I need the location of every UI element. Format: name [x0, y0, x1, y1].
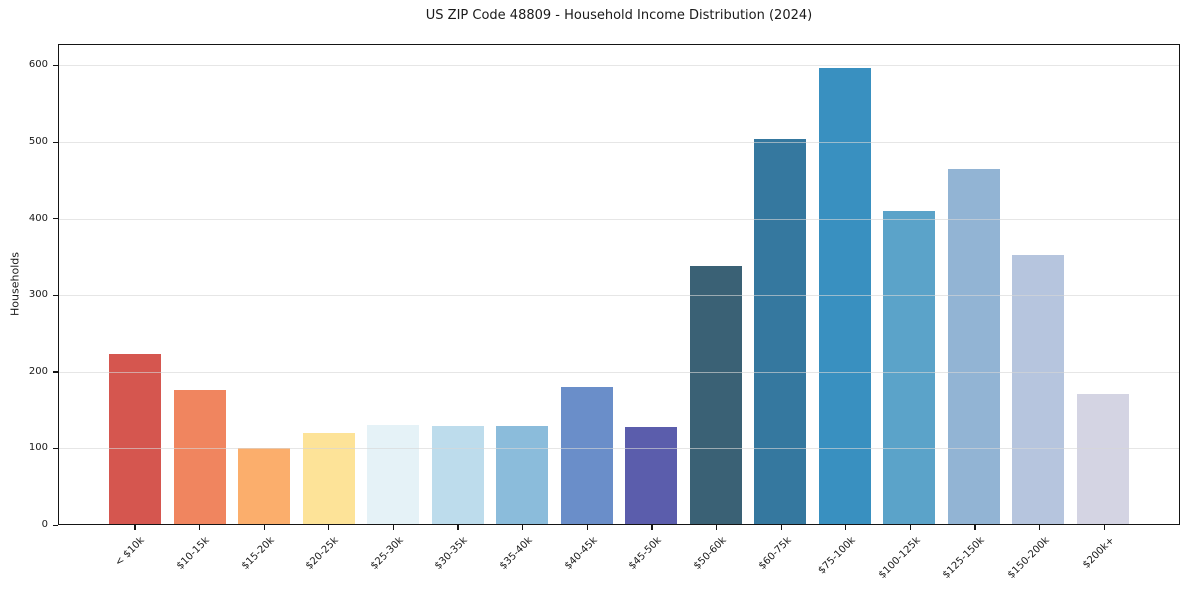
- y-tick-mark: [53, 371, 58, 373]
- x-tick-mark: [198, 525, 201, 530]
- x-tick-mark: [328, 525, 330, 530]
- x-tick-label-$150-200k: $150-200k: [1005, 535, 1052, 581]
- y-tick-mark: [53, 141, 58, 143]
- x-tick-mark: [909, 525, 911, 530]
- bar-slot: [619, 45, 684, 524]
- bar-slot: [1071, 45, 1136, 524]
- bar-slot: [942, 45, 1007, 524]
- bar-slot: [168, 45, 233, 524]
- bar-< $10k: [109, 353, 162, 524]
- x-tick-mark: [263, 525, 265, 530]
- x-tick-label-< $10k: < $10k: [113, 535, 148, 569]
- x-tick-label-$200k+: $200k+: [1080, 535, 1117, 571]
- x-tick-mark: [392, 525, 394, 530]
- x-tick-label-$10-15k: $10-15k: [174, 535, 212, 572]
- bar-slot: [555, 45, 620, 524]
- x-tick-mark: [522, 525, 524, 530]
- x-tick-mark: [1103, 525, 1105, 530]
- x-tick-label-$30-35k: $30-35k: [433, 535, 471, 572]
- bar-slot: [813, 45, 878, 524]
- bar-$100-125k: [883, 211, 936, 524]
- bar-$25-30k: [367, 424, 420, 524]
- bar-$75-100k: [818, 67, 871, 524]
- x-tick-label-$125-150k: $125-150k: [941, 535, 988, 581]
- x-tick-mark: [586, 525, 588, 530]
- x-tick-label-$100-125k: $100-125k: [876, 535, 923, 581]
- bar-slot: [426, 45, 491, 524]
- y-tick-label-500: 500: [28, 136, 48, 148]
- bar-slot: [684, 45, 749, 524]
- bar-$35-40k: [496, 425, 549, 524]
- chart-title: US ZIP Code 48809 - Household Income Dis…: [425, 8, 813, 23]
- x-tick-label-$35-40k: $35-40k: [497, 535, 535, 572]
- x-tick-mark: [780, 525, 782, 530]
- bar-$50-60k: [689, 266, 742, 524]
- y-tick-label-300: 300: [28, 289, 48, 301]
- x-tick-label-$75-100k: $75-100k: [816, 535, 858, 577]
- x-tick-label-$45-50k: $45-50k: [627, 535, 665, 572]
- x-tick-label-$50-60k: $50-60k: [691, 535, 729, 572]
- bar-$200k+: [1076, 393, 1129, 524]
- x-tick-label-$15-20k: $15-20k: [239, 535, 277, 572]
- x-tick-mark: [134, 525, 136, 530]
- bar-$45-50k: [625, 427, 678, 524]
- bar-$30-35k: [431, 426, 484, 524]
- x-tick-mark: [845, 525, 847, 530]
- y-tick-mark: [53, 447, 58, 450]
- y-tick-mark: [53, 294, 58, 296]
- plot-area: [58, 44, 1180, 525]
- bar-$20-25k: [302, 433, 355, 524]
- bars-container: [59, 45, 1179, 524]
- y-axis-title: Households: [8, 252, 22, 316]
- y-tick-mark: [53, 64, 58, 67]
- y-tick-label-100: 100: [28, 442, 48, 454]
- bar-slot: [877, 45, 942, 524]
- x-tick-mark: [1039, 525, 1041, 530]
- bar-slot: [361, 45, 426, 524]
- x-tick-mark: [974, 525, 976, 530]
- y-tick-label-0: 0: [41, 519, 48, 530]
- y-tick-mark: [53, 218, 58, 220]
- x-tick-mark: [651, 525, 653, 530]
- y-tick-label-200: 200: [28, 365, 48, 377]
- bar-$60-75k: [754, 138, 807, 524]
- bar-$125-150k: [947, 168, 1000, 524]
- x-tick-label-$20-25k: $20-25k: [304, 535, 341, 572]
- x-tick-mark: [457, 525, 459, 530]
- bar-slot: [490, 45, 555, 524]
- x-tick-label-$25-30k: $25-30k: [368, 535, 406, 572]
- bar-slot: [1006, 45, 1071, 524]
- bar-slot: [748, 45, 813, 524]
- x-tick-mark: [715, 525, 718, 530]
- bar-$15-20k: [238, 447, 291, 524]
- bar-slot: [297, 45, 362, 524]
- bar-$150-200k: [1012, 254, 1065, 524]
- bar-slot: [232, 45, 297, 524]
- y-tick-label-400: 400: [28, 212, 48, 224]
- bar-slot: [103, 45, 168, 524]
- y-tick-label-600: 600: [28, 59, 48, 71]
- x-tick-label-$40-45k: $40-45k: [562, 535, 600, 572]
- y-tick-mark: [53, 524, 58, 526]
- bar-$10-15k: [173, 389, 226, 524]
- x-tick-label-$60-75k: $60-75k: [756, 535, 794, 572]
- bar-$40-45k: [560, 386, 613, 524]
